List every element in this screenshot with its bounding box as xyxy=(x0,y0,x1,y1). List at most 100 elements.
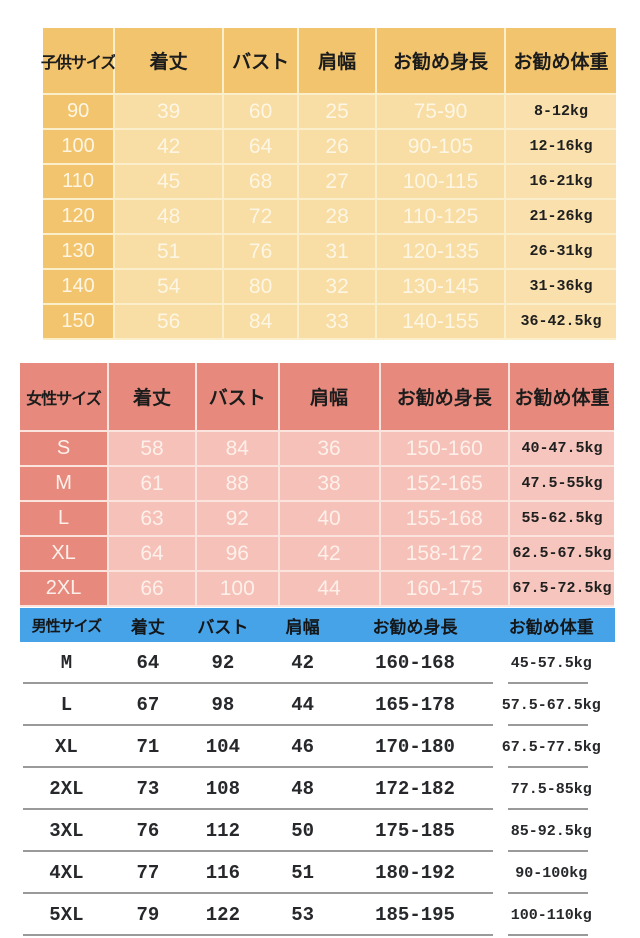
value-cell: 98 xyxy=(183,684,263,726)
table-row: 100 42 64 26 90-105 12-16kg xyxy=(43,130,616,165)
value-cell: 150-160 xyxy=(380,432,511,467)
header-cell: 肩幅 xyxy=(299,28,378,95)
size-cell: 100 xyxy=(43,130,116,165)
size-cell: 3XL xyxy=(20,810,113,852)
size-cell: 130 xyxy=(43,235,116,270)
value-cell: 108 xyxy=(183,768,263,810)
value-cell: 26 xyxy=(299,130,378,165)
weight-cell: 16-21kg xyxy=(505,165,616,200)
size-cell: L xyxy=(20,502,110,537)
size-cell: 150 xyxy=(43,305,116,340)
size-cell: 120 xyxy=(43,200,116,235)
table-row: 150 56 84 33 140-155 36-42.5kg xyxy=(43,305,616,340)
size-cell: L xyxy=(20,684,113,726)
table-row: XL 64 96 42 158-172 62.5-67.5kg xyxy=(20,537,614,572)
value-cell: 40 xyxy=(279,502,381,537)
value-cell: 104 xyxy=(183,726,263,768)
weight-cell: 21-26kg xyxy=(505,200,616,235)
value-cell: 38 xyxy=(279,467,381,502)
value-cell: 42 xyxy=(262,642,343,684)
weight-cell: 67.5-77.5kg xyxy=(487,726,615,768)
table-row: 2XL 66 100 44 160-175 67.5-72.5kg xyxy=(20,572,614,607)
value-cell: 100 xyxy=(197,572,280,607)
value-cell: 120-135 xyxy=(377,235,506,270)
value-cell: 36 xyxy=(279,432,381,467)
weight-cell: 36-42.5kg xyxy=(505,305,616,340)
header-cell: バスト xyxy=(197,363,280,432)
header-cell: お勧め体重 xyxy=(510,363,614,432)
value-cell: 45 xyxy=(115,165,225,200)
value-cell: 84 xyxy=(224,305,300,340)
value-cell: 64 xyxy=(109,537,197,572)
value-cell: 170-180 xyxy=(342,726,488,768)
value-cell: 72 xyxy=(224,200,300,235)
table-row: 5XL 79 122 53 185-195 100-110kg xyxy=(20,894,615,936)
value-cell: 185-195 xyxy=(342,894,488,936)
header-cell: 着丈 xyxy=(109,363,197,432)
table-row: 140 54 80 32 130-145 31-36kg xyxy=(43,270,616,305)
size-cell: 110 xyxy=(43,165,116,200)
header-cell: 子供サイズ xyxy=(41,28,116,95)
value-cell: 130-145 xyxy=(377,270,506,305)
size-cell: 90 xyxy=(43,95,116,130)
value-cell: 64 xyxy=(112,642,184,684)
weight-cell: 45-57.5kg xyxy=(487,642,615,684)
size-cell: 2XL xyxy=(20,572,110,607)
header-cell: お勧め体重 xyxy=(487,608,615,642)
value-cell: 92 xyxy=(183,642,263,684)
value-cell: 158-172 xyxy=(380,537,511,572)
value-cell: 92 xyxy=(197,502,280,537)
value-cell: 122 xyxy=(183,894,263,936)
value-cell: 60 xyxy=(224,95,300,130)
table-row: 90 39 60 25 75-90 8-12kg xyxy=(43,95,616,130)
weight-cell: 55-62.5kg xyxy=(510,502,614,537)
value-cell: 172-182 xyxy=(342,768,488,810)
value-cell: 51 xyxy=(115,235,225,270)
value-cell: 33 xyxy=(299,305,378,340)
value-cell: 50 xyxy=(262,810,343,852)
value-cell: 27 xyxy=(299,165,378,200)
header-cell: 着丈 xyxy=(112,608,184,642)
value-cell: 110-125 xyxy=(377,200,506,235)
value-cell: 51 xyxy=(262,852,343,894)
value-cell: 42 xyxy=(279,537,381,572)
size-cell: XL xyxy=(20,537,110,572)
table-row: 120 48 72 28 110-125 21-26kg xyxy=(43,200,616,235)
size-cell: 140 xyxy=(43,270,116,305)
table-row: 130 51 76 31 120-135 26-31kg xyxy=(43,235,616,270)
value-cell: 160-175 xyxy=(380,572,511,607)
table-row: L 67 98 44 165-178 57.5-67.5kg xyxy=(20,684,615,726)
table-row: 3XL 76 112 50 175-185 85-92.5kg xyxy=(20,810,615,852)
value-cell: 61 xyxy=(109,467,197,502)
value-cell: 66 xyxy=(109,572,197,607)
value-cell: 76 xyxy=(224,235,300,270)
value-cell: 44 xyxy=(262,684,343,726)
weight-cell: 47.5-55kg xyxy=(510,467,614,502)
women-size-table: 女性サイズ 着丈 バスト 肩幅 お勧め身長 お勧め体重 S 58 84 36 150-160 40-4… xyxy=(20,363,614,607)
value-cell: 77 xyxy=(112,852,184,894)
weight-cell: 85-92.5kg xyxy=(487,810,615,852)
weight-cell: 40-47.5kg xyxy=(510,432,614,467)
value-cell: 56 xyxy=(115,305,225,340)
header-cell: バスト xyxy=(183,608,263,642)
value-cell: 71 xyxy=(112,726,184,768)
header-cell: 男性サイズ xyxy=(20,608,113,642)
value-cell: 100-115 xyxy=(377,165,506,200)
weight-cell: 31-36kg xyxy=(505,270,616,305)
weight-cell: 8-12kg xyxy=(505,95,616,130)
table-row: 2XL 73 108 48 172-182 77.5-85kg xyxy=(20,768,615,810)
weight-cell: 57.5-67.5kg xyxy=(487,684,615,726)
header-cell: お勧め身長 xyxy=(380,363,511,432)
weight-cell: 26-31kg xyxy=(505,235,616,270)
table-row: M 64 92 42 160-168 45-57.5kg xyxy=(20,642,615,684)
value-cell: 31 xyxy=(299,235,378,270)
value-cell: 54 xyxy=(115,270,225,305)
header-cell: バスト xyxy=(224,28,300,95)
header-cell: お勧め体重 xyxy=(505,28,616,95)
value-cell: 165-178 xyxy=(342,684,488,726)
header-row: 子供サイズ 着丈 バスト 肩幅 お勧め身長 お勧め体重 xyxy=(41,28,616,95)
header-cell: お勧め身長 xyxy=(342,608,488,642)
value-cell: 48 xyxy=(262,768,343,810)
header-row: 女性サイズ 着丈 バスト 肩幅 お勧め身長 お勧め体重 xyxy=(20,363,614,432)
header-cell: 肩幅 xyxy=(279,363,381,432)
